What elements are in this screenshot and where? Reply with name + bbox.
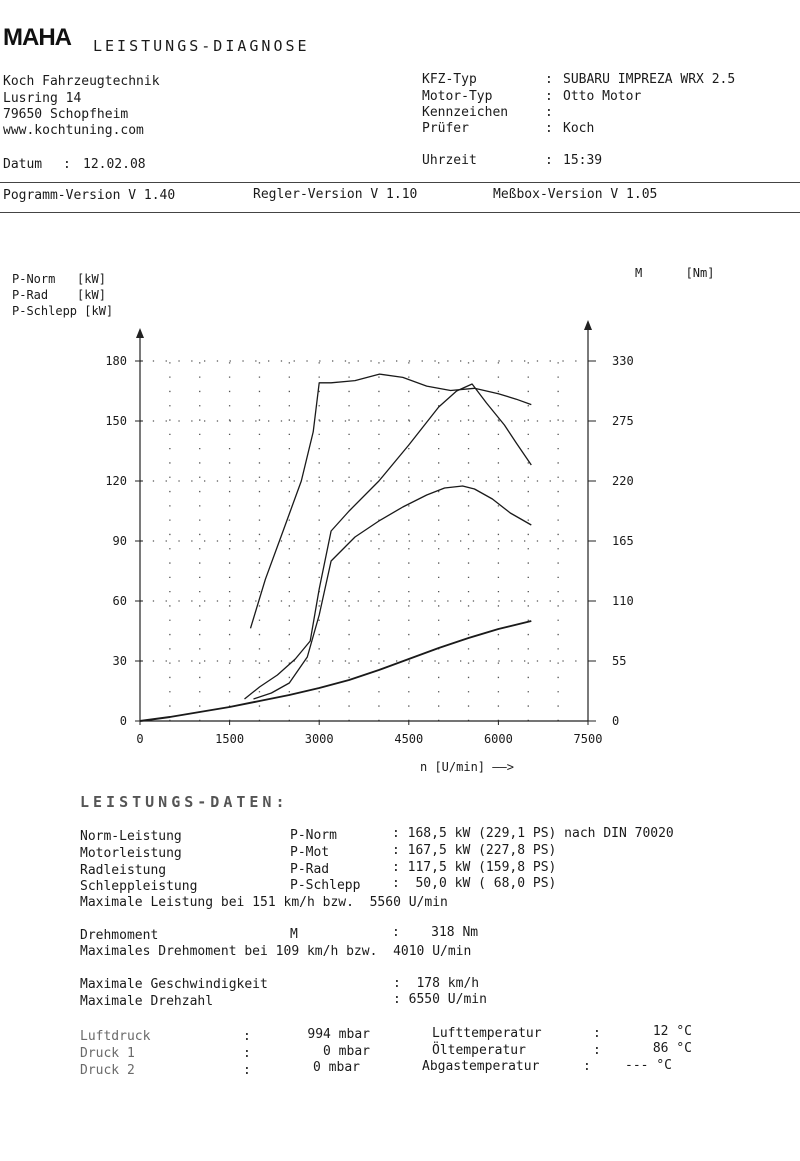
druck1-label: Druck 1 xyxy=(80,1046,135,1061)
druck1-value: 0 mbar xyxy=(323,1044,370,1059)
y-right-tick-label: 330 xyxy=(612,354,634,368)
company-street: Lusring 14 xyxy=(3,91,82,106)
chart-axes xyxy=(136,320,592,722)
kennzeichen-label: Kennzeichen xyxy=(422,105,509,120)
messbox-version: Meßbox-Version V 1.05 xyxy=(493,187,658,202)
druck2-label: Druck 2 xyxy=(80,1063,135,1078)
pruefer-label: Prüfer xyxy=(422,121,469,136)
report-title: LEISTUNGS-DIAGNOSE xyxy=(93,37,310,55)
kfz-typ-value: SUBARU IMPREZA WRX 2.5 xyxy=(563,72,736,87)
max-drehmoment-line: Maximales Drehmoment bei 109 km/h bzw. 4… xyxy=(80,944,472,959)
regler-version: Regler-Version V 1.10 xyxy=(253,187,418,202)
uhrzeit-value: 15:39 xyxy=(563,153,603,168)
lufttemperatur-value: 12 °C xyxy=(652,1024,692,1039)
chart-grid xyxy=(140,360,588,721)
y-right-tick-label: 165 xyxy=(612,534,634,548)
y-left-axis-arrow xyxy=(136,328,144,338)
kfz-typ-label: KFZ-Typ xyxy=(422,72,477,87)
y-right-axis-arrow xyxy=(584,320,592,330)
abgastemperatur-value: --- °C xyxy=(625,1058,672,1073)
x-tick-label: 3000 xyxy=(305,732,334,746)
oeltemperatur-value: 86 °C xyxy=(652,1041,692,1056)
y-left-label-p-norm: P-Norm [kW] xyxy=(12,272,106,286)
y-left-tick-label: 150 xyxy=(105,414,127,428)
radleistung-code: P-Rad xyxy=(290,862,330,877)
max-geschwindigkeit-label: Maximale Geschwindigkeit xyxy=(80,977,268,992)
version-top-rule xyxy=(0,182,800,183)
x-axis-label: n [U/min] ——> xyxy=(420,760,514,774)
norm-leistung-code: P-Norm xyxy=(290,828,337,843)
x-tick-label: 7500 xyxy=(574,732,603,746)
motor-typ-value: Otto Motor xyxy=(563,89,642,104)
max-leistung-line: Maximale Leistung bei 151 km/h bzw. 5560… xyxy=(80,895,448,910)
y-left-tick-label: 60 xyxy=(113,594,127,608)
daten-title: LEISTUNGS-DATEN: xyxy=(80,793,289,811)
series-p-norm xyxy=(244,383,532,700)
chart-ticks: 0 30 60 90 120 150 180 0 55 110 165 220 275 330 0 1500 3… xyxy=(105,354,633,746)
datum-label: Datum xyxy=(3,157,43,172)
max-drehzahl-label: Maximale Drehzahl xyxy=(80,994,214,1009)
series-m xyxy=(249,373,532,629)
radleistung-label: Radleistung xyxy=(80,863,167,878)
uhrzeit-label: Uhrzeit xyxy=(422,153,477,168)
y-right-tick-label: 55 xyxy=(612,654,626,668)
radleistung-value: : 117,5 kW (159,8 PS) xyxy=(392,860,557,875)
max-drehzahl-value: : 6550 U/min xyxy=(393,992,487,1007)
luftdruck-value: 994 mbar xyxy=(307,1027,370,1042)
motorleistung-value: : 167,5 kW (227,8 PS) xyxy=(392,843,557,858)
y-left-tick-label: 0 xyxy=(120,714,127,728)
drehmoment-code: M xyxy=(290,927,298,942)
drehmoment-label: Drehmoment xyxy=(80,928,159,943)
series-p-schlepp xyxy=(139,620,532,722)
motor-typ-label: Motor-Typ xyxy=(422,89,493,104)
y-left-label-p-schlepp: P-Schlepp [kW] xyxy=(12,304,113,318)
max-geschwindigkeit-value: : 178 km/h xyxy=(393,976,480,991)
norm-leistung-label: Norm-Leistung xyxy=(80,829,182,844)
company-name: Koch Fahrzeugtechnik xyxy=(3,74,160,89)
drehmoment-value: : 318 Nm xyxy=(392,925,479,940)
version-bottom-rule xyxy=(0,212,800,213)
y-left-tick-label: 120 xyxy=(105,474,127,488)
programm-version: Pogramm-Version V 1.40 xyxy=(3,188,176,203)
norm-leistung-value: : 168,5 kW (229,1 PS) nach DIN 70020 xyxy=(392,826,674,841)
abgastemperatur-label: Abgastemperatur xyxy=(422,1059,540,1074)
oeltemperatur-label: Öltemperatur xyxy=(432,1043,526,1058)
motorleistung-label: Motorleistung xyxy=(80,846,182,861)
x-tick-label: 1500 xyxy=(215,732,244,746)
series-p-rad xyxy=(253,485,532,700)
y-left-tick-label: 30 xyxy=(113,654,127,668)
maha-logo: MAHA xyxy=(3,24,72,51)
y-right-tick-label: 110 xyxy=(612,594,634,608)
schleppleistung-label: Schleppleistung xyxy=(80,879,198,894)
x-tick-label: 4500 xyxy=(394,732,423,746)
schleppleistung-value: : 50,0 kW ( 68,0 PS) xyxy=(392,876,557,891)
y-right-tick-label: 220 xyxy=(612,474,634,488)
motorleistung-code: P-Mot xyxy=(290,845,330,860)
company-website: www.kochtuning.com xyxy=(3,123,144,138)
pruefer-value: Koch xyxy=(563,121,595,136)
y-left-tick-label: 90 xyxy=(113,534,127,548)
company-city: 79650 Schopfheim xyxy=(3,107,129,122)
schleppleistung-code: P-Schlepp xyxy=(290,878,361,893)
y-right-label-torque: M [Nm] xyxy=(635,266,714,280)
power-torque-chart: P-Norm [kW] P-Rad [kW] P-Schlepp [kW] M … xyxy=(12,266,714,774)
luftdruck-label: Luftdruck xyxy=(80,1029,151,1044)
druck2-value: 0 mbar xyxy=(313,1060,360,1075)
x-tick-label: 0 xyxy=(136,732,143,746)
y-right-tick-label: 275 xyxy=(612,414,634,428)
y-left-tick-label: 180 xyxy=(105,354,127,368)
y-right-tick-label: 0 xyxy=(612,714,619,728)
chart-series xyxy=(139,373,532,722)
datum-value: 12.02.08 xyxy=(83,157,146,172)
lufttemperatur-label: Lufttemperatur xyxy=(432,1026,542,1041)
x-tick-label: 6000 xyxy=(484,732,513,746)
y-left-label-p-rad: P-Rad [kW] xyxy=(12,288,106,302)
